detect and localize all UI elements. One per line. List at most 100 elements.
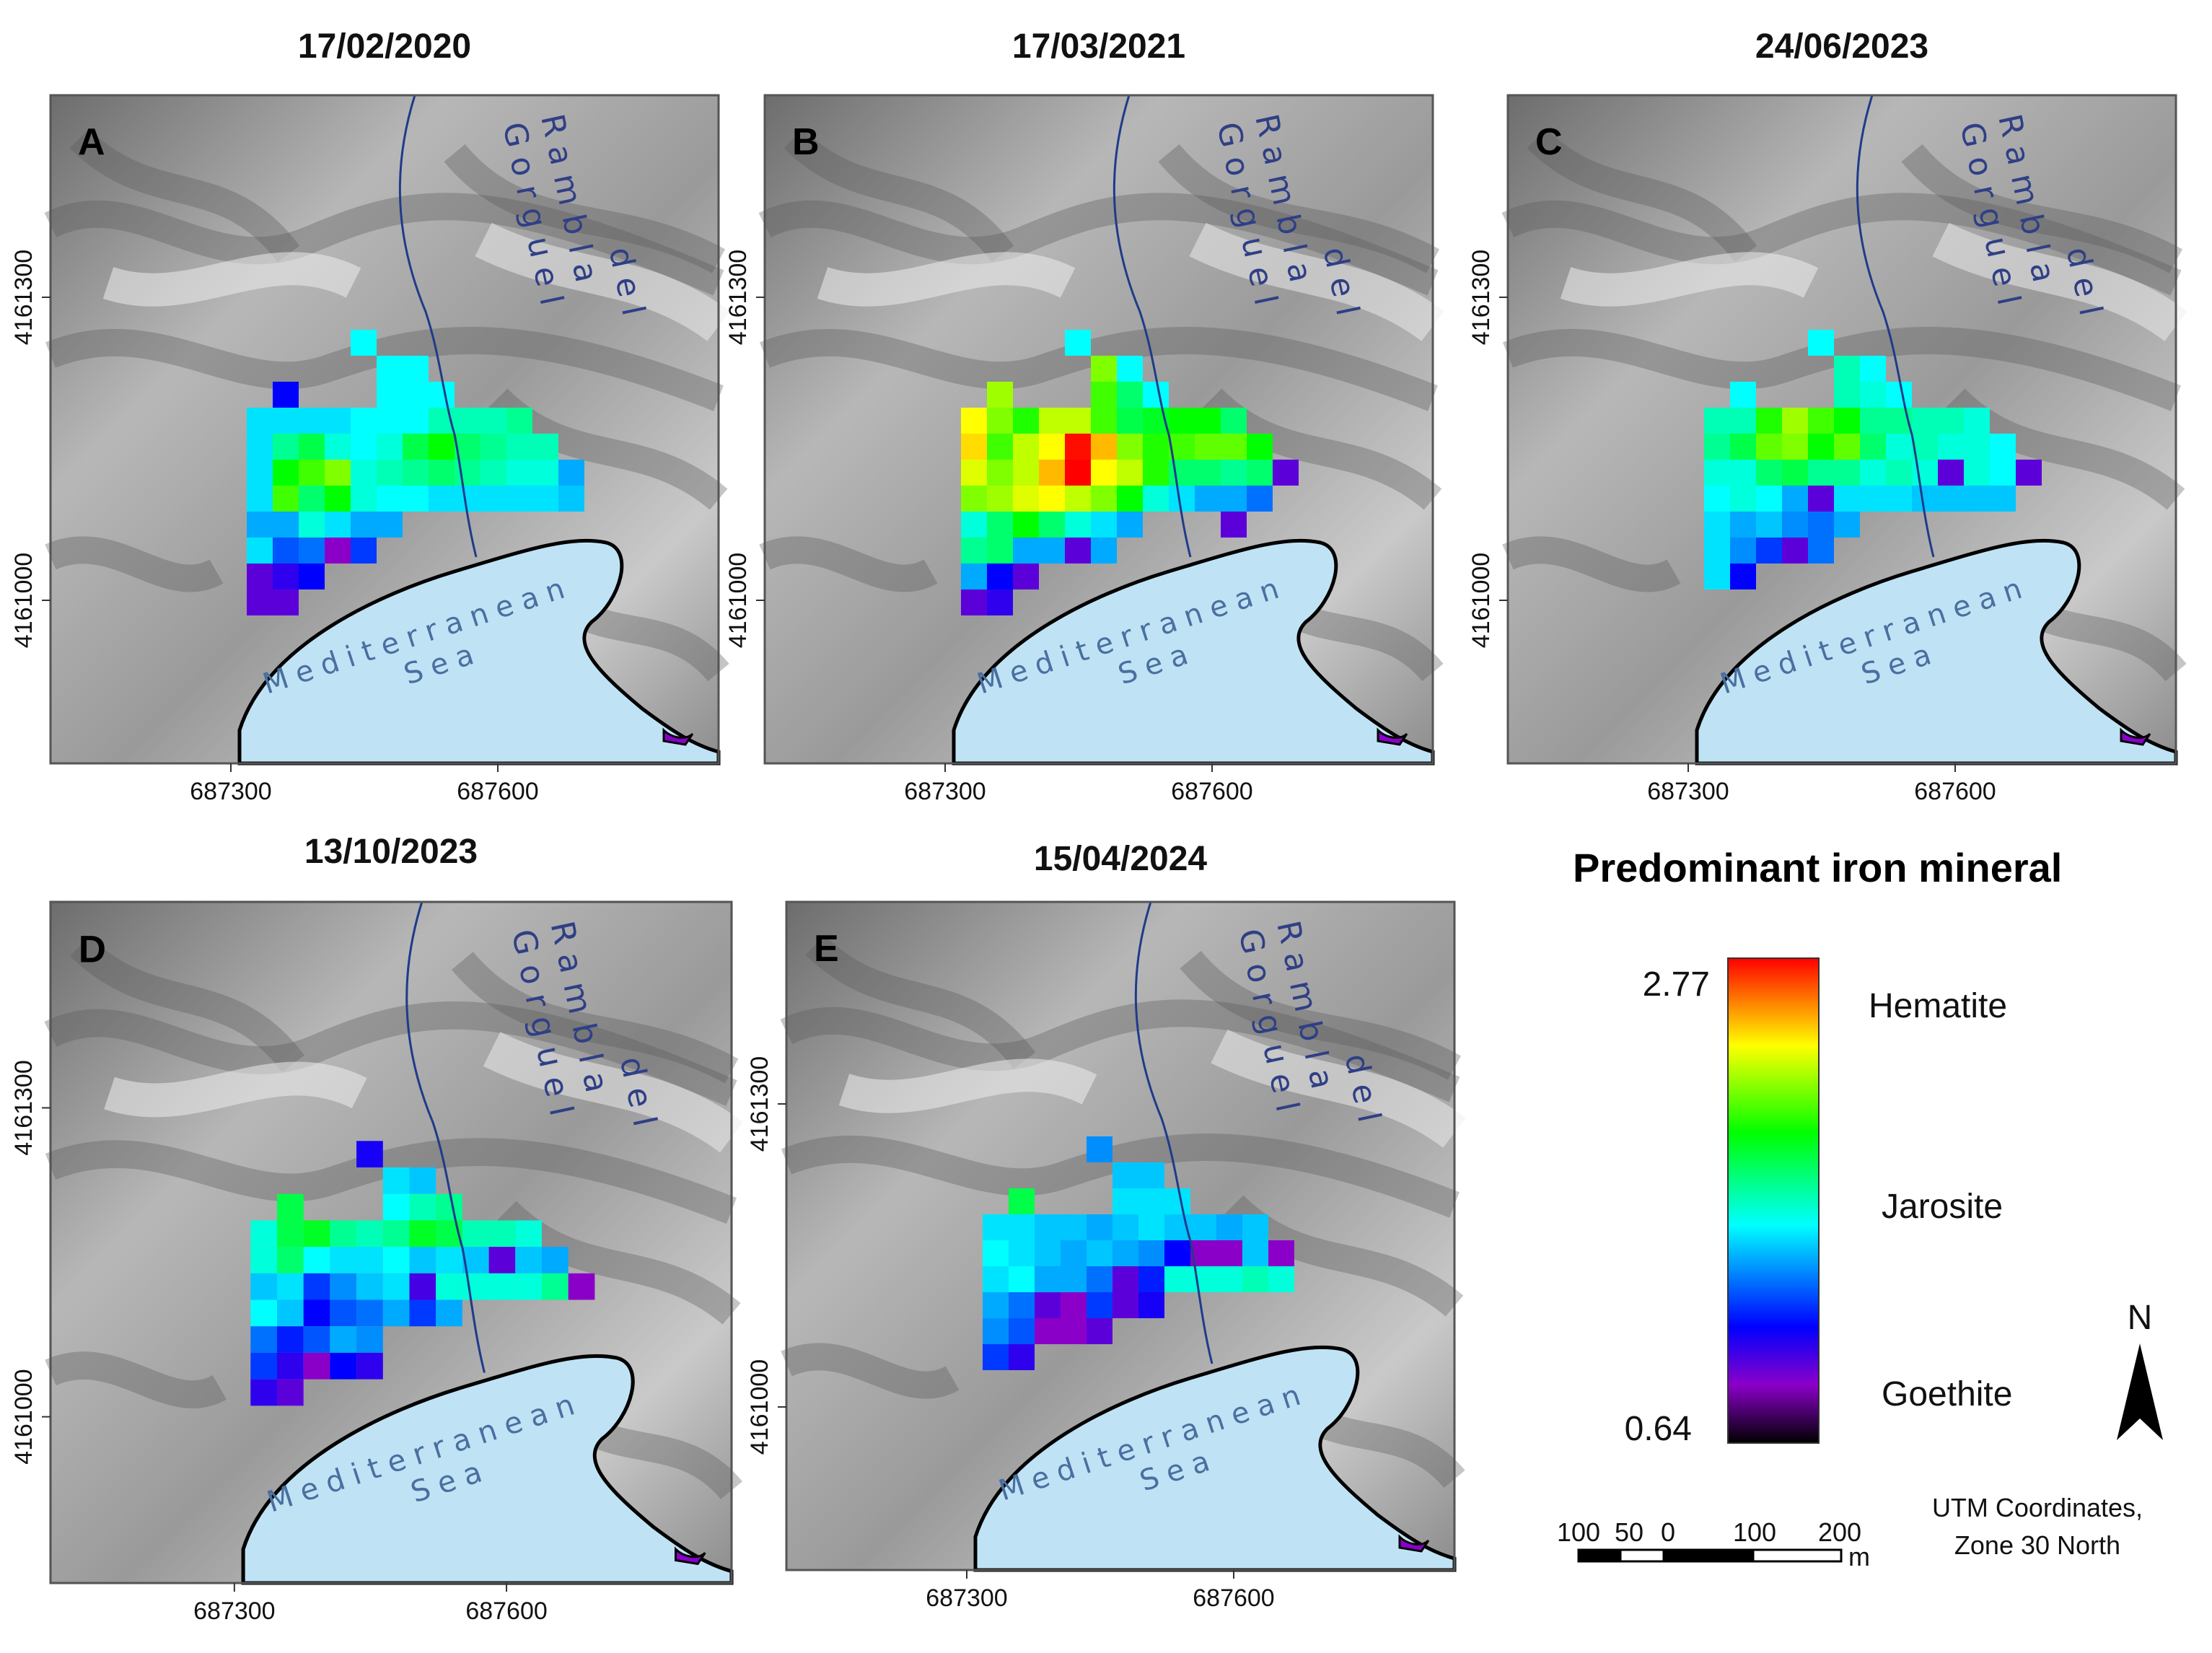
mineral-pixel xyxy=(961,564,987,589)
mineral-pixel xyxy=(1247,460,1273,486)
mineral-pixel xyxy=(1009,1240,1035,1266)
mineral-pixel xyxy=(1808,434,1834,460)
mineral-pixel xyxy=(250,1352,277,1380)
mineral-pixel xyxy=(1886,434,1912,460)
mineral-pixel xyxy=(276,1247,304,1273)
mineral-pixel xyxy=(1834,460,1860,486)
y-tick-label: 4161300 xyxy=(724,250,752,345)
mineral-pixel xyxy=(299,512,325,538)
crs-note-line2: Zone 30 North xyxy=(1954,1530,2120,1560)
mineral-pixel xyxy=(303,1273,330,1300)
mineral-pixel xyxy=(983,1318,1009,1344)
mineral-pixel xyxy=(250,1220,277,1248)
panel-letter: A xyxy=(78,121,105,163)
mineral-pixel xyxy=(568,1273,595,1300)
mineral-pixel xyxy=(1704,408,1730,434)
mineral-pixel xyxy=(1268,1266,1294,1292)
scale-label-100: 100 xyxy=(1733,1517,1776,1547)
mineral-pixel xyxy=(1195,434,1221,460)
mineral-pixel xyxy=(377,382,403,408)
panel-date-title: 15/04/2024 xyxy=(1034,840,1208,878)
mineral-pixel xyxy=(1061,1240,1087,1266)
mineral-pixel xyxy=(488,1273,516,1300)
scale-unit: m xyxy=(1848,1542,1870,1571)
mineral-pixel xyxy=(987,486,1013,512)
y-tick-label: 4161000 xyxy=(724,553,752,648)
mineral-pixel xyxy=(303,1220,330,1248)
mineral-pixel xyxy=(351,330,377,356)
mineral-pixel xyxy=(1164,1266,1190,1292)
mineral-pixel xyxy=(1112,1214,1138,1240)
mineral-pixel xyxy=(1221,460,1247,486)
mineral-pixel xyxy=(1808,538,1834,564)
mineral-pixels xyxy=(1704,330,2042,589)
river-line xyxy=(1856,95,1935,558)
mineral-pixel xyxy=(403,408,429,434)
mineral-pixel xyxy=(377,434,403,460)
mineral-pixel xyxy=(356,1326,383,1353)
mineral-pixel xyxy=(515,1247,542,1273)
mineral-pixel xyxy=(351,538,377,564)
mineral-pixel xyxy=(1756,538,1782,564)
sea-area xyxy=(973,1345,1457,1572)
mineral-pixel xyxy=(1112,1162,1138,1188)
mineral-pixel xyxy=(1039,434,1065,460)
mineral-pixels xyxy=(247,330,584,615)
mineral-pixel xyxy=(1938,460,1964,486)
mineral-pixel xyxy=(247,408,273,434)
mineral-pixel xyxy=(330,1220,357,1248)
mineral-pixel xyxy=(961,512,987,538)
mineral-pixel xyxy=(382,1299,410,1327)
x-tick-label: 687600 xyxy=(457,778,538,805)
mineral-pixel xyxy=(351,460,377,486)
legend-class-hematite: Hematite xyxy=(1869,987,2007,1025)
mineral-pixel xyxy=(382,1167,410,1194)
map-panel-a: 17/02/2020 A RambladelGorguelMediterranean… xyxy=(10,27,730,805)
scale-bar: 100 50 0 100 200 m xyxy=(1557,1517,1870,1571)
crs-note-line1: UTM Coordinates, xyxy=(1932,1493,2143,1522)
mineral-pixel xyxy=(1087,1292,1112,1318)
y-tick-label: 4161000 xyxy=(10,553,38,648)
mineral-pixel xyxy=(558,486,584,512)
mineral-pixel xyxy=(1221,486,1247,512)
mineral-pixel xyxy=(299,538,325,564)
mineral-pixel xyxy=(1117,356,1143,382)
scale-label-200: 200 xyxy=(1818,1517,1861,1547)
mineral-pixel xyxy=(250,1326,277,1353)
mineral-pixels xyxy=(250,1141,595,1406)
mineral-pixel xyxy=(1834,382,1860,408)
mineral-pixel xyxy=(1242,1240,1268,1266)
mineral-pixel xyxy=(1138,1266,1164,1292)
mineral-pixel xyxy=(480,434,506,460)
mineral-pixel xyxy=(1247,434,1273,460)
mineral-pixel xyxy=(276,1326,304,1353)
mineral-pixel xyxy=(1065,460,1091,486)
panel-letter: D xyxy=(79,929,106,971)
x-tick-label: 687600 xyxy=(465,1597,547,1625)
mineral-pixel xyxy=(382,1273,410,1300)
mineral-pixel xyxy=(303,1352,330,1380)
mineral-pixel xyxy=(1009,1188,1035,1214)
mineral-pixel xyxy=(247,434,273,460)
mineral-pixel xyxy=(1164,1240,1190,1266)
north-arrow: N xyxy=(2117,1299,2163,1440)
mineral-pixel xyxy=(303,1326,330,1353)
x-tick-label: 687300 xyxy=(904,778,986,805)
mineral-pixel xyxy=(480,486,506,512)
mineral-pixel xyxy=(325,538,351,564)
mineral-pixel xyxy=(1964,434,1990,460)
mineral-pixel xyxy=(1782,460,1808,486)
mineral-pixel xyxy=(1782,434,1808,460)
mineral-pixel xyxy=(1730,382,1756,408)
mineral-pixel xyxy=(403,486,429,512)
mineral-pixel xyxy=(1834,512,1860,538)
mineral-pixel xyxy=(1990,434,2016,460)
color-ramp xyxy=(1727,957,1820,1444)
mineral-pixel xyxy=(429,486,455,512)
mineral-pixel xyxy=(1912,486,1938,512)
mineral-pixel xyxy=(1117,382,1143,408)
mineral-pixel xyxy=(983,1266,1009,1292)
mineral-pixel xyxy=(1061,1214,1087,1240)
panel-date-title: 13/10/2023 xyxy=(304,833,478,871)
mineral-pixel xyxy=(250,1273,277,1300)
